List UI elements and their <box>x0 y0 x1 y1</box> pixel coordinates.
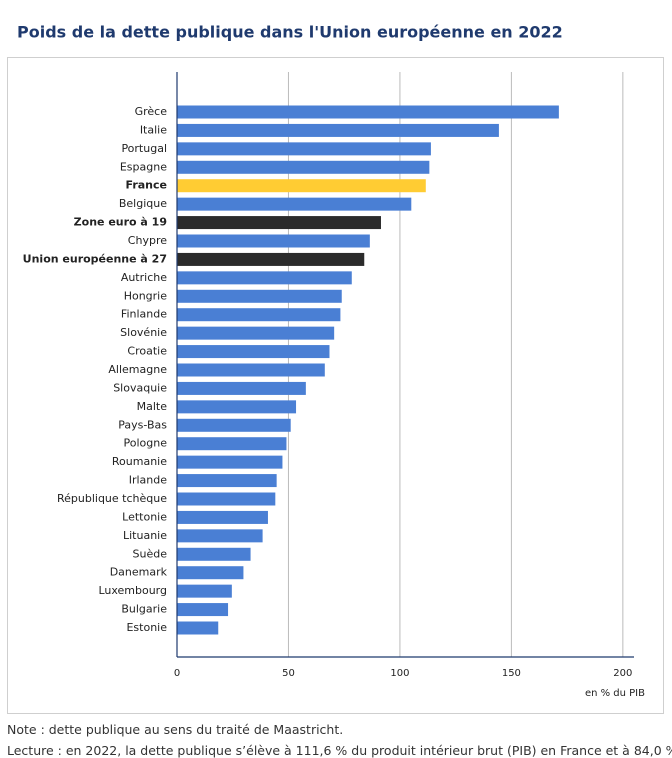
bar <box>177 566 244 580</box>
y-tick-label: Roumanie <box>112 455 167 468</box>
bar <box>177 547 251 561</box>
bar <box>177 252 365 266</box>
bar <box>177 345 330 359</box>
bar <box>177 197 412 211</box>
bar <box>177 381 306 395</box>
y-tick-label: Luxembourg <box>98 584 167 597</box>
y-tick-label: Estonie <box>126 621 167 634</box>
bar <box>177 363 325 377</box>
x-tick-label: 0 <box>174 668 180 679</box>
bar <box>177 308 341 322</box>
y-tick-label: Hongrie <box>124 289 168 302</box>
y-tick-label: Irlande <box>129 474 168 487</box>
x-tick-label: 50 <box>282 668 295 679</box>
bar <box>177 529 263 543</box>
lecture: Lecture : en 2022, la dette publique s’é… <box>7 743 672 758</box>
bar <box>177 234 370 248</box>
y-tick-label: Italie <box>140 123 167 136</box>
y-tick-label: Malte <box>137 400 168 413</box>
y-tick-label: Belgique <box>119 197 167 210</box>
y-tick-label: Bulgarie <box>121 603 167 616</box>
y-tick-label: Lettonie <box>122 510 167 523</box>
y-tick-label: Pologne <box>124 437 168 450</box>
y-tick-label: Zone euro à 19 <box>74 216 167 229</box>
y-tick-label: Allemagne <box>108 363 167 376</box>
y-tick-label: Grèce <box>135 105 168 118</box>
bar <box>177 142 431 156</box>
y-tick-label: Danemark <box>110 566 168 579</box>
note: Note : dette publique au sens du traité … <box>7 722 344 737</box>
chart-title: Poids de la dette publique dans l'Union … <box>17 23 563 42</box>
bar <box>177 179 426 193</box>
chart: Poids de la dette publique dans l'Union … <box>7 23 664 714</box>
y-tick-label: République tchèque <box>57 492 167 505</box>
bar <box>177 105 559 119</box>
bar <box>177 160 430 174</box>
bar <box>177 492 276 506</box>
x-tick-label: 200 <box>613 668 632 679</box>
y-tick-label: Autriche <box>121 271 167 284</box>
bar <box>177 216 381 230</box>
y-tick-label: France <box>126 179 167 192</box>
bar <box>177 584 232 598</box>
x-axis-label: en % du PIB <box>585 688 645 699</box>
bar <box>177 621 219 635</box>
y-tick-label: Suède <box>133 547 168 560</box>
bar <box>177 437 287 451</box>
bar <box>177 603 229 617</box>
bar <box>177 289 342 303</box>
bar <box>177 455 283 469</box>
x-tick-label: 150 <box>502 668 521 679</box>
y-tick-label: Portugal <box>121 142 167 155</box>
bar <box>177 123 499 137</box>
y-tick-label: Chypre <box>128 234 167 247</box>
y-tick-label: Slovénie <box>120 326 167 339</box>
y-tick-label: Espagne <box>120 160 167 173</box>
bar <box>177 510 268 524</box>
y-tick-label: Croatie <box>127 345 167 358</box>
y-tick-label: Union européenne à 27 <box>23 252 167 265</box>
panel <box>7 57 664 714</box>
bar <box>177 326 335 340</box>
bar <box>177 271 352 285</box>
y-tick-label: Slovaquie <box>113 381 167 394</box>
bar <box>177 418 291 432</box>
bar <box>177 474 277 488</box>
bar <box>177 400 297 414</box>
y-tick-label: Lituanie <box>123 529 167 542</box>
y-tick-label: Pays-Bas <box>118 418 167 431</box>
x-tick-label: 100 <box>390 668 409 679</box>
y-tick-label: Finlande <box>121 308 167 321</box>
